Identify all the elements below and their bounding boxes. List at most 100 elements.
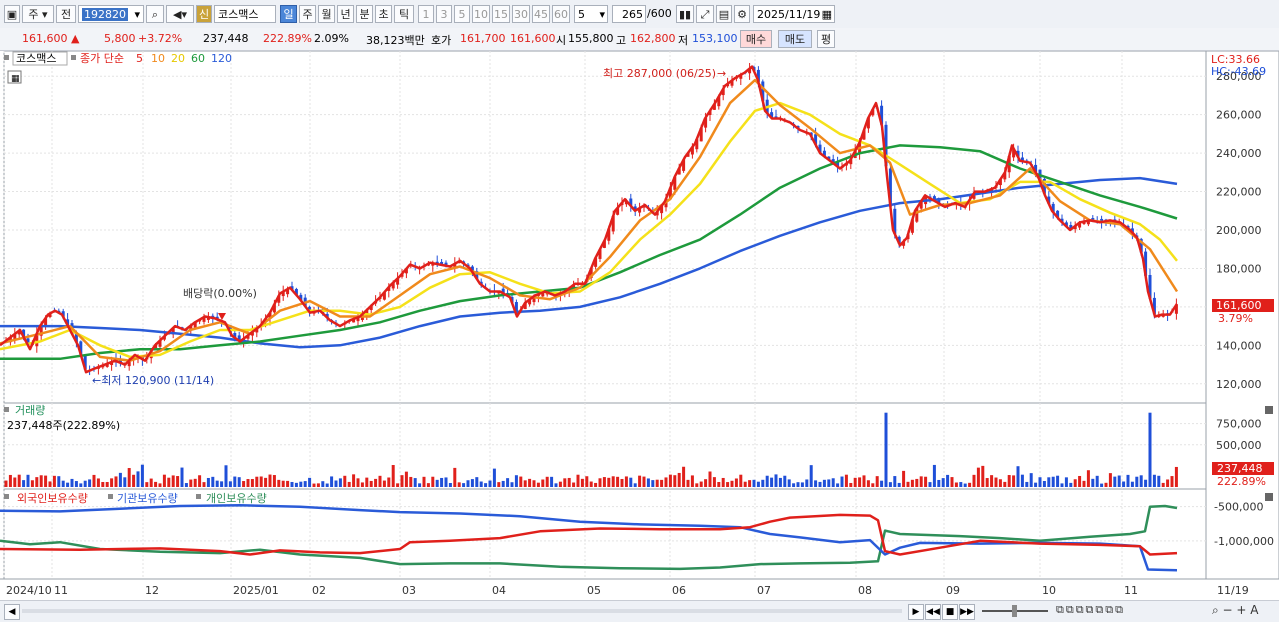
- volume-bar: [1091, 478, 1095, 487]
- holdings-marker: [196, 494, 201, 499]
- candle-body: [470, 266, 474, 273]
- volume-bar: [110, 478, 114, 487]
- stock-name-field[interactable]: 코스맥스: [214, 5, 276, 23]
- volume-bar: [1003, 481, 1007, 487]
- candle-body: [1139, 238, 1143, 253]
- sell-button[interactable]: 매도: [778, 30, 812, 48]
- volume-bar: [391, 465, 395, 487]
- volume-bar: [1051, 476, 1055, 487]
- code-input[interactable]: 192820 ▾: [78, 5, 144, 23]
- layout-icon[interactable]: ▣: [4, 5, 20, 23]
- volume-bar: [92, 474, 96, 487]
- candle-body: [1152, 297, 1156, 315]
- x-tick-label: 2025/01: [233, 584, 279, 597]
- bid-label: 호가: [431, 34, 452, 47]
- nav-last-icon[interactable]: ▶▶: [959, 604, 975, 620]
- scroll-left-icon[interactable]: ◀: [4, 604, 20, 620]
- tab-second[interactable]: 초: [375, 5, 392, 23]
- interval-1[interactable]: 1: [418, 5, 434, 23]
- legend-ma120: 120: [211, 52, 232, 65]
- gear-icon[interactable]: ⚙: [734, 5, 750, 23]
- volume-bar: [404, 471, 408, 487]
- volume-bar: [976, 467, 980, 487]
- date-value: 2025/11/19: [757, 8, 821, 21]
- date-input[interactable]: 2025/11/19 ▦: [753, 5, 835, 23]
- volume-bar: [211, 476, 215, 487]
- volume-bar: [242, 481, 246, 487]
- panel-frame: [3, 402, 1207, 490]
- volume-bar: [831, 478, 835, 487]
- tab-month[interactable]: 월: [318, 5, 335, 23]
- save-icon[interactable]: ▤: [716, 5, 732, 23]
- volume-bar: [734, 478, 738, 487]
- volume-bar: [444, 477, 448, 487]
- interval-3[interactable]: 3: [436, 5, 452, 23]
- tab-day[interactable]: 일: [280, 5, 297, 23]
- tab-year[interactable]: 년: [337, 5, 354, 23]
- draw-tool-icon[interactable]: ⤢: [696, 5, 714, 23]
- view-tools[interactable]: ⧉⧉⧉⧉⧉⧉⧉: [1056, 603, 1125, 616]
- volume-bar: [162, 474, 166, 487]
- tab-week[interactable]: 주: [299, 5, 316, 23]
- candle-body: [39, 324, 43, 336]
- panel-close-icon[interactable]: [1265, 406, 1273, 414]
- interval-5[interactable]: 5: [454, 5, 470, 23]
- candle-body: [294, 288, 298, 296]
- bid: 161,700: [460, 32, 506, 45]
- x-tick-label: 11: [1124, 584, 1138, 597]
- interval-30[interactable]: 30: [512, 5, 530, 23]
- candle-body: [1144, 251, 1148, 276]
- eval-button[interactable]: 평: [817, 30, 835, 48]
- nav-play-icon[interactable]: ▶: [908, 604, 924, 620]
- volume-bar: [686, 479, 690, 487]
- nav-stop-icon[interactable]: ■: [942, 604, 958, 620]
- bottom-bar: ◀ ▶ ◀◀ ■ ▶▶ ⧉⧉⧉⧉⧉⧉⧉ ⌕ − + A: [0, 600, 1279, 622]
- volume-bar: [567, 477, 571, 487]
- volume-bar: [633, 483, 637, 487]
- volume-bar: [466, 480, 470, 487]
- candle-body: [250, 331, 254, 336]
- volume-bar: [171, 475, 175, 487]
- candle-body: [48, 313, 52, 318]
- interval-10[interactable]: 10: [472, 5, 490, 23]
- candle-body: [748, 68, 752, 74]
- candle-body: [611, 215, 615, 232]
- volume-bar: [250, 479, 254, 487]
- volume-bar: [1082, 480, 1086, 487]
- tab-tick[interactable]: 틱: [394, 5, 414, 23]
- chart-area[interactable]: 280,000 260,000 240,000 220,000 200,000 180,0…: [0, 50, 1279, 621]
- change-pct: +3.72%: [138, 32, 183, 45]
- prev-button[interactable]: 전: [56, 5, 76, 23]
- interval-15[interactable]: 15: [492, 5, 510, 23]
- y-tick-label: 120,000: [1216, 378, 1262, 391]
- volume-bar: [743, 481, 747, 487]
- volume-bar: [646, 478, 650, 487]
- volume-bar: [981, 465, 985, 487]
- candle-body: [827, 156, 831, 160]
- nav-first-icon[interactable]: ◀◀: [925, 604, 941, 620]
- count-input[interactable]: 265: [612, 5, 646, 23]
- period-select[interactable]: 주 ▾: [22, 5, 54, 23]
- zoom-slider-handle[interactable]: [1012, 605, 1017, 617]
- zoom-controls[interactable]: ⌕ − + A: [1212, 603, 1259, 617]
- tab-minute[interactable]: 분: [356, 5, 373, 23]
- scrollbar-track[interactable]: [22, 609, 902, 613]
- speaker-icon[interactable]: ◀▾: [166, 5, 194, 23]
- search-icon[interactable]: ⌕: [146, 5, 164, 23]
- buy-button[interactable]: 매수: [740, 30, 772, 48]
- panel-frame: [3, 50, 1207, 404]
- chart-svg[interactable]: 280,000 260,000 240,000 220,000 200,000 180,0…: [0, 50, 1279, 600]
- interval-45[interactable]: 45: [532, 5, 550, 23]
- y-tick-label: 260,000: [1216, 109, 1262, 122]
- table-icon[interactable]: [7, 70, 22, 84]
- volume-bar: [959, 482, 963, 487]
- volume-bar: [677, 472, 681, 487]
- candle-body: [616, 207, 620, 215]
- volume-bar: [748, 480, 752, 487]
- panel-close-icon[interactable]: [1265, 493, 1273, 501]
- interval-select[interactable]: 5 ▾: [574, 5, 608, 23]
- price: 161,600 ▲: [22, 32, 80, 45]
- interval-60[interactable]: 60: [552, 5, 570, 23]
- candle-body: [268, 312, 272, 319]
- candle-type-icon[interactable]: ▮▮: [676, 5, 694, 23]
